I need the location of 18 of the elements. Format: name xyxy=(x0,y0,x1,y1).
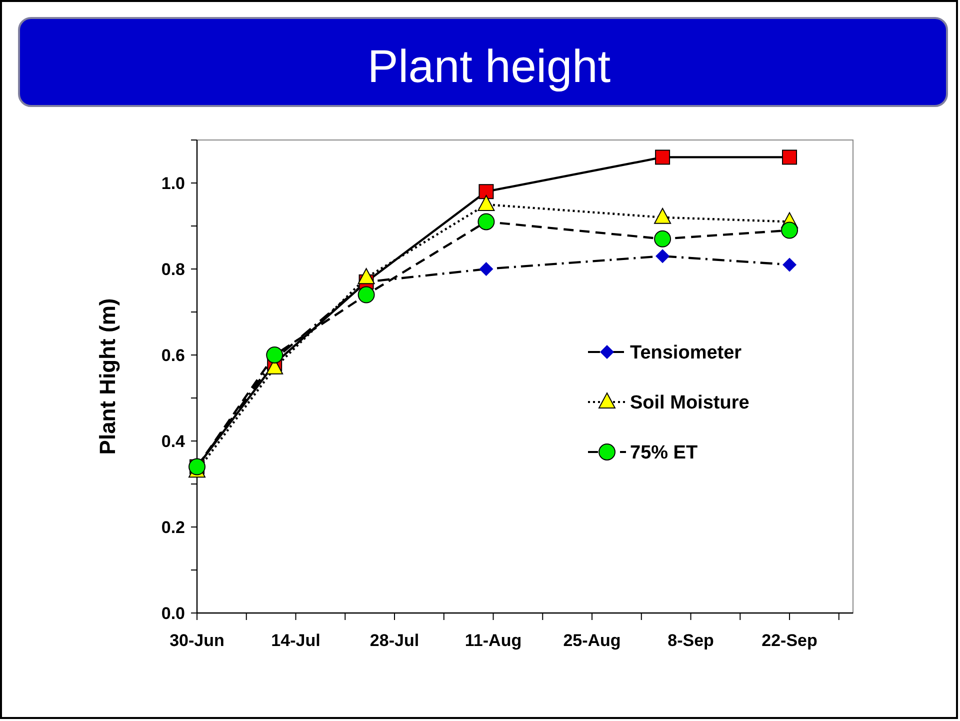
x-tick-label: 14-Jul xyxy=(271,631,320,650)
y-tick-label: 0.6 xyxy=(161,346,185,365)
legend-label: 75% ET xyxy=(630,442,698,464)
x-tick-label: 30-Jun xyxy=(170,631,224,650)
x-tick-label: 8-Sep xyxy=(668,631,714,650)
legend-label: Tensiometer xyxy=(630,342,742,364)
legend-label: Soil Moisture xyxy=(630,392,750,414)
chart-title: Plant height xyxy=(368,40,611,92)
y-tick-label: 1.0 xyxy=(161,174,185,193)
y-tick-label: 0.8 xyxy=(161,260,185,279)
x-tick-label: 28-Jul xyxy=(370,631,420,650)
y-tick-label: 0.4 xyxy=(161,432,186,451)
y-tick-label: 0.0 xyxy=(161,604,185,623)
x-tick-label: 11-Aug xyxy=(464,631,522,650)
y-axis-title: Plant Hight (m) xyxy=(95,298,120,455)
x-tick-label: 22-Sep xyxy=(762,631,818,650)
y-tick-label: 0.2 xyxy=(161,518,185,537)
x-tick-label: 25-Aug xyxy=(563,631,621,650)
